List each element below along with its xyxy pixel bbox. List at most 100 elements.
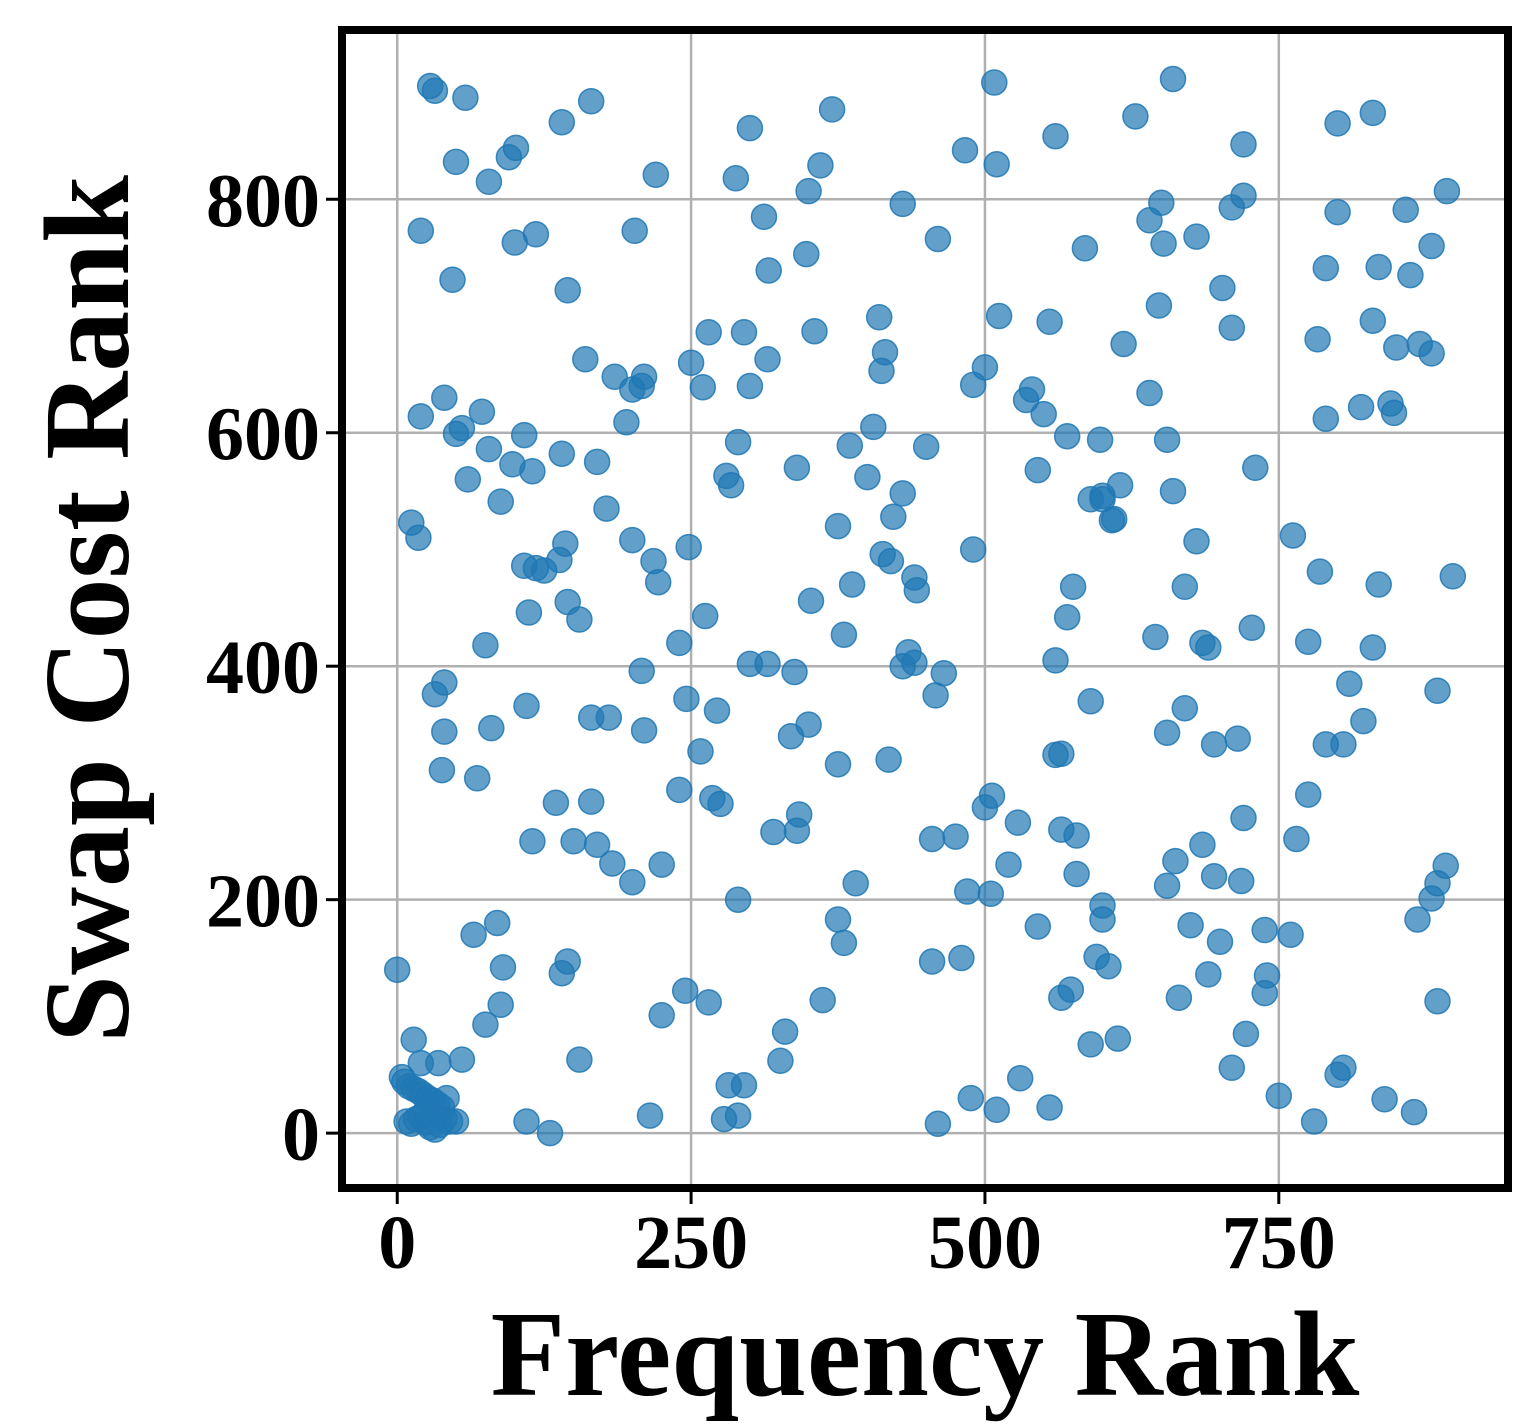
scatter-point — [830, 621, 858, 648]
scatter-point — [583, 831, 611, 859]
scatter-point — [1277, 921, 1304, 948]
scatter-point — [675, 533, 702, 561]
scatter-point — [865, 303, 893, 331]
y-tick-label: 0 — [282, 1093, 320, 1177]
scatter-point — [760, 818, 787, 846]
scatter-point — [1218, 1054, 1246, 1082]
y-tick-labels: 0 200 400 600 800 — [206, 159, 320, 1177]
scatter-point — [619, 868, 646, 896]
scatter-point — [1142, 623, 1169, 651]
scatter-point — [767, 1047, 794, 1075]
scatter-point — [1432, 852, 1459, 880]
scatter-point — [781, 658, 808, 686]
scatter-point — [724, 1102, 752, 1129]
scatter-point — [644, 568, 672, 596]
scatter-point — [824, 906, 852, 933]
scatter-point — [1397, 261, 1424, 289]
scatter-point — [1036, 1094, 1063, 1121]
scatter-point — [1400, 1098, 1428, 1126]
scatter-point — [1300, 1108, 1328, 1135]
scatter-point — [619, 526, 646, 554]
x-axis-title: Frequency Rank — [491, 1287, 1360, 1422]
scatter-point — [593, 495, 620, 522]
scatter-point — [428, 756, 456, 784]
scatter-point — [577, 788, 605, 815]
scatter-point — [566, 1046, 593, 1073]
scatter-point — [636, 1102, 664, 1129]
scatter-point — [1371, 1086, 1398, 1113]
scatter-point — [1195, 634, 1222, 661]
scatter-point — [1359, 307, 1387, 334]
scatter-point — [487, 488, 514, 515]
scatter-point — [666, 776, 693, 804]
scatter-point — [1086, 426, 1114, 453]
scatter-point — [1206, 928, 1234, 955]
scatter-point — [472, 1011, 499, 1038]
scatter-point — [707, 790, 734, 818]
scatter-point — [1004, 809, 1032, 836]
scatter-point — [1053, 422, 1081, 450]
scatter-point — [630, 717, 658, 744]
scatter-point — [648, 851, 675, 878]
scatter-point — [983, 1096, 1010, 1124]
scatter-point — [1200, 863, 1228, 890]
scatter-point — [795, 711, 822, 738]
scatter-point — [412, 1098, 439, 1126]
y-tick-label: 800 — [206, 159, 320, 243]
scatter-point — [1006, 1065, 1034, 1092]
scatter-point — [1042, 647, 1069, 674]
scatter-point — [548, 440, 576, 467]
scatter-point — [1392, 196, 1419, 224]
scatter-point — [1018, 376, 1046, 403]
scatter-point — [695, 989, 722, 1016]
scatter-point — [1042, 122, 1069, 150]
data-points — [383, 65, 1467, 1147]
scatter-point — [519, 458, 546, 485]
scatter-point — [1162, 847, 1189, 875]
scatter-point — [724, 886, 752, 913]
scatter-point — [842, 870, 869, 897]
scatter-point — [703, 697, 731, 724]
scatter-point — [542, 789, 570, 817]
scatter-point — [1330, 731, 1357, 758]
scatter-point — [515, 599, 543, 626]
scatter-point — [1253, 962, 1281, 989]
scatter-point — [971, 354, 999, 381]
scatter-point — [689, 373, 717, 401]
scatter-point — [1404, 906, 1431, 933]
scatter-point — [978, 782, 1006, 810]
scatter-point — [478, 714, 505, 742]
scatter-point — [522, 221, 550, 248]
scatter-point — [983, 150, 1010, 178]
scatter-point — [583, 448, 611, 476]
scatter-point — [513, 692, 540, 720]
scatter-point — [1306, 558, 1334, 585]
scatter-point — [1224, 725, 1251, 752]
scatter-point — [1183, 223, 1210, 250]
scatter-point — [502, 134, 530, 162]
scatter-point — [1312, 254, 1340, 282]
scatter-point — [1294, 628, 1322, 655]
scatter-point — [552, 530, 579, 557]
scatter-point — [1177, 912, 1204, 939]
scatter-point — [1324, 198, 1351, 226]
scatter-point — [924, 225, 952, 253]
scatter-point — [695, 319, 722, 346]
scatter-point — [830, 929, 858, 957]
scatter-point — [795, 177, 822, 205]
scatter-point — [924, 1110, 952, 1138]
scatter-point — [1418, 232, 1445, 260]
scatter-point — [666, 629, 693, 657]
scatter-point — [1439, 563, 1467, 590]
scatter-point — [691, 602, 719, 630]
scatter-point — [1336, 670, 1363, 697]
scatter-point — [421, 77, 449, 104]
scatter-point — [836, 432, 864, 459]
scatter-point — [642, 161, 670, 189]
scatter-point — [1218, 194, 1246, 221]
scatter-point — [797, 587, 825, 615]
scatter-point — [630, 363, 658, 390]
x-tick-label: 750 — [1222, 1201, 1336, 1285]
scatter-point — [463, 765, 491, 792]
